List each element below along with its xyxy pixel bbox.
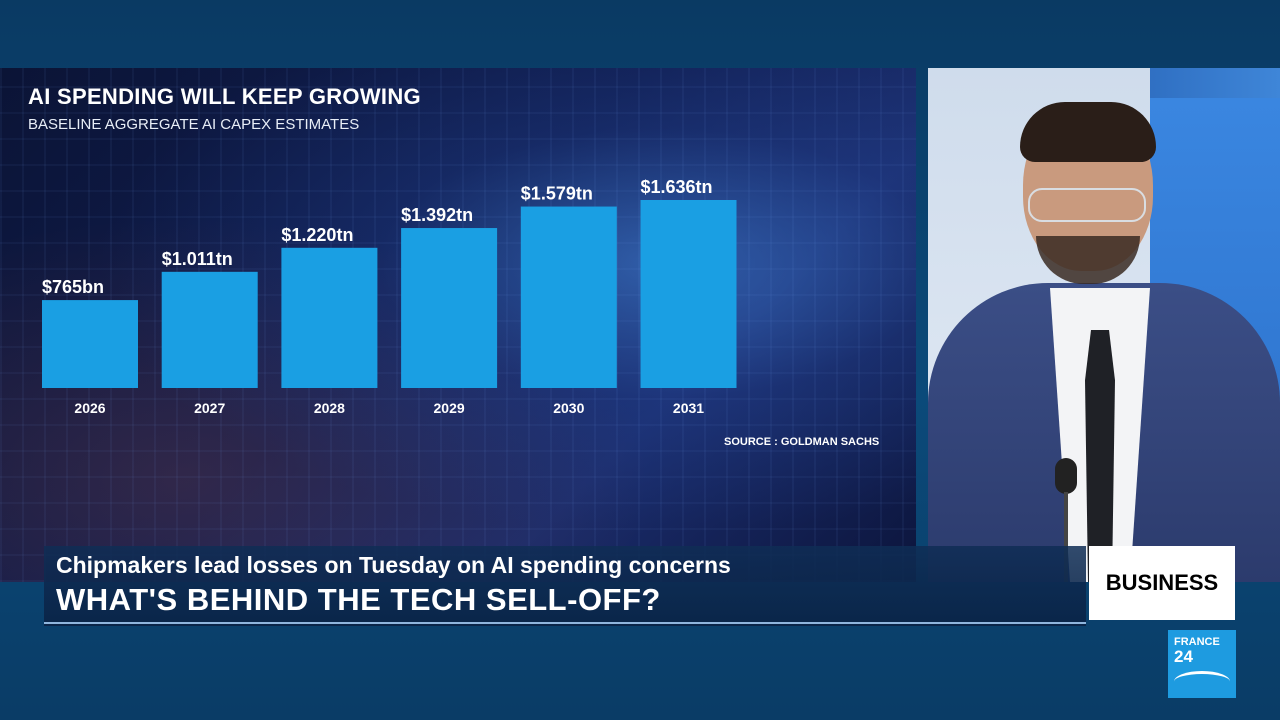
x-tick-2026: 2026 [74,400,105,416]
data-label-2031: $1.636tn [641,177,713,197]
lower-third-headline: WHAT'S BEHIND THE TECH SELL-OFF? [56,582,661,617]
presenter-hair [1020,102,1156,162]
bar-2028 [281,247,378,388]
data-label-2030: $1.579tn [521,184,593,204]
bar-chart: $765bn 2026 $1.011tn 2027 $1.220tn 2028 $1.392… [42,177,737,416]
data-label-2026: $765bn [42,277,104,297]
logo-line1: FRANCE [1174,636,1220,648]
logo-swoosh-icon [1174,671,1230,692]
france24-logo: FRANCE 24 [1168,630,1236,698]
bar-2029 [401,228,498,388]
data-label-2029: $1.392tn [401,205,473,225]
x-tick-2029: 2029 [434,400,465,416]
chart-source-note: SOURCE : GOLDMAN SACHS [724,436,880,448]
x-tick-2027: 2027 [194,400,225,416]
section-tag: BUSINESS [1089,546,1235,620]
presenter-glasses [1028,188,1146,222]
x-tick-2028: 2028 [314,400,345,416]
bar-2026 [42,300,138,388]
bar-2031 [640,200,737,388]
logo-line2: 24 [1174,647,1193,666]
lower-third-divider [44,622,1086,624]
chart-subtitle: BASELINE AGGREGATE AI CAPEX ESTIMATES [28,116,360,133]
lower-third-banner: Chipmakers lead losses on Tuesday on AI … [44,546,1086,626]
bar-2027 [161,271,258,388]
chart-title: AI SPENDING WILL KEEP GROWING [28,84,421,109]
bar-2030 [520,206,617,388]
chart-panel: AI SPENDING WILL KEEP GROWING BASELINE A… [0,68,916,582]
x-tick-2031: 2031 [673,400,704,416]
lower-third-subline: Chipmakers lead losses on Tuesday on AI … [56,552,731,578]
data-label-2028: $1.220tn [281,225,353,245]
x-tick-2030: 2030 [553,400,584,416]
data-label-2027: $1.011tn [162,249,233,269]
presenter-tie [1085,330,1115,582]
studio-video-feed [928,68,1280,582]
microphone-icon [1055,458,1077,582]
